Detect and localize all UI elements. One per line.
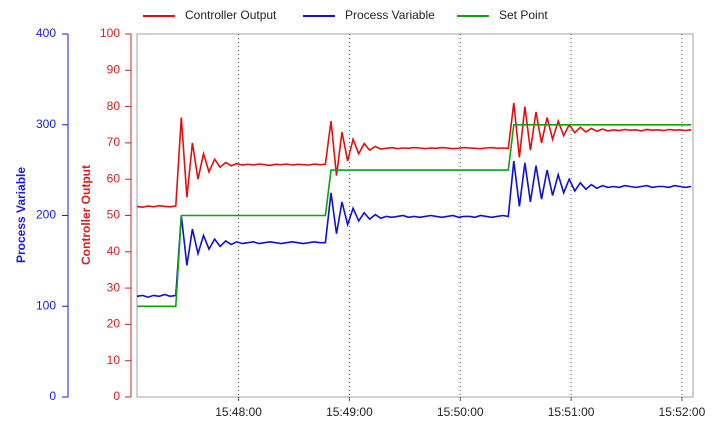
y-tick-label: 200 xyxy=(36,208,56,222)
x-tick-label: 15:51:00 xyxy=(548,405,595,419)
legend-label: Set Point xyxy=(499,8,548,22)
y2-axis-label: Controller Output xyxy=(79,165,93,265)
y2-tick-label: 0 xyxy=(113,389,120,403)
y-tick-label: 300 xyxy=(36,117,56,131)
y2-tick-label: 60 xyxy=(107,171,121,185)
series-line xyxy=(137,124,692,308)
series-line xyxy=(136,102,692,209)
y2-tick-label: 90 xyxy=(107,62,121,76)
y-tick-label: 400 xyxy=(36,26,56,40)
x-tick-label: 15:50:00 xyxy=(437,405,484,419)
y-axis-label: Process Variable xyxy=(14,167,28,263)
y2-tick-label: 50 xyxy=(107,208,121,222)
y-tick-label: 0 xyxy=(49,389,56,403)
y2-tick-label: 10 xyxy=(107,353,121,367)
y-tick-label: 100 xyxy=(36,298,56,312)
legend-label: Controller Output xyxy=(185,8,277,22)
x-tick-label: 15:48:00 xyxy=(215,405,262,419)
y2-tick-label: 30 xyxy=(107,280,121,294)
x-tick-label: 15:49:00 xyxy=(326,405,373,419)
y2-tick-label: 40 xyxy=(107,244,121,258)
y2-tick-label: 70 xyxy=(107,135,121,149)
series-line xyxy=(136,160,692,299)
y2-tick-label: 100 xyxy=(100,26,120,40)
y2-tick-label: 20 xyxy=(107,317,121,331)
x-tick-label: 15:52:00 xyxy=(659,405,706,419)
legend-label: Process Variable xyxy=(345,8,435,22)
y2-tick-label: 80 xyxy=(107,99,121,113)
